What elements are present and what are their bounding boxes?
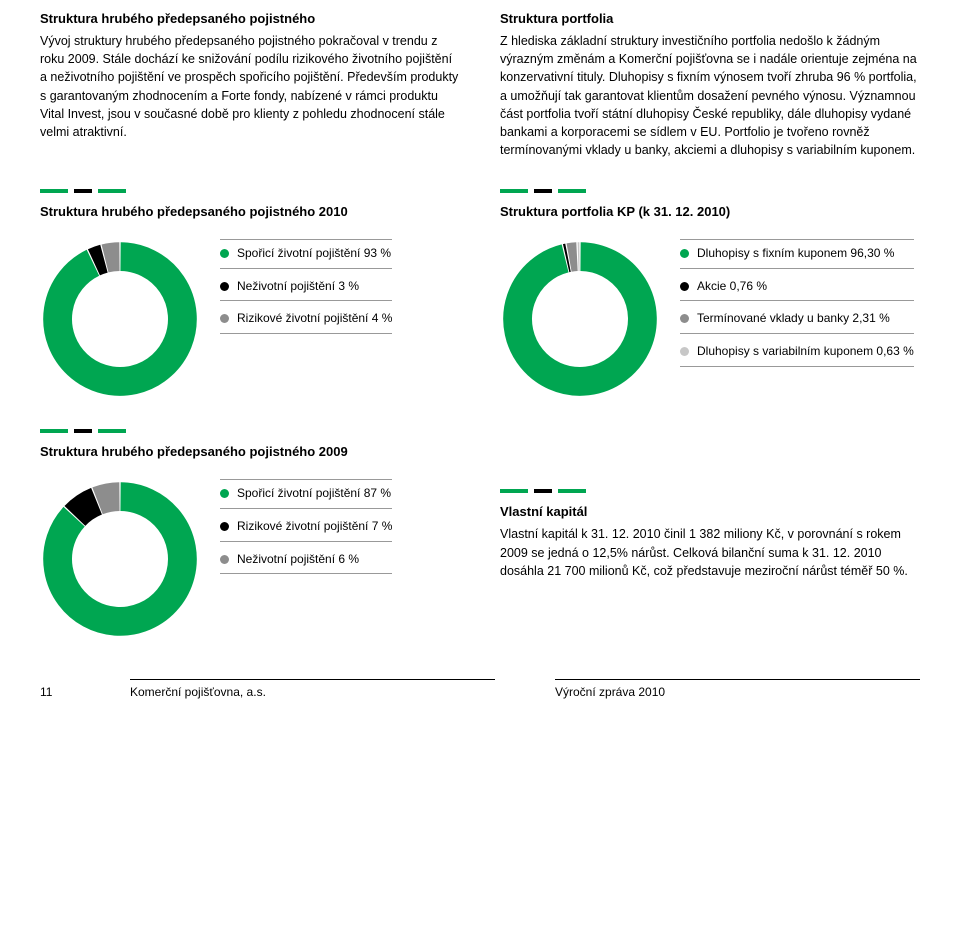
intro-left-title: Struktura hrubého předepsaného pojistnéh…: [40, 10, 460, 28]
legend-group: Termínované vklady u banky 2,31 %: [680, 305, 914, 334]
legend-label: Akcie 0,76 %: [697, 279, 767, 295]
divider-bar: [74, 429, 92, 433]
equity-title: Vlastní kapitál: [500, 503, 920, 521]
legend-dot-icon: [680, 249, 689, 258]
equity-block: Vlastní kapitál Vlastní kapitál k 31. 12…: [500, 429, 920, 580]
legend-group: Rizikové životní pojištění 4 %: [220, 305, 392, 334]
legend-group: Neživotní pojištění 6 %: [220, 546, 392, 575]
legend-dot-icon: [220, 522, 229, 531]
legend-group: Spořicí životní pojištění 93 %: [220, 239, 392, 269]
legend-item: Spořicí životní pojištění 93 %: [220, 246, 392, 262]
divider-bar: [98, 189, 126, 193]
intro-right-title: Struktura portfolia: [500, 10, 920, 28]
chart3-title: Struktura hrubého předepsaného pojistnéh…: [40, 443, 460, 461]
legend-dot-icon: [220, 314, 229, 323]
legend-group: Neživotní pojištění 3 %: [220, 273, 392, 302]
chart-row-1: Struktura hrubého předepsaného pojistnéh…: [40, 189, 920, 399]
legend-label: Dluhopisy s fixním kuponem 96,30 %: [697, 246, 894, 262]
chart1-legend: Spořicí životní pojištění 93 % Neživotní …: [220, 239, 392, 334]
legend-label: Rizikové životní pojištění 7 %: [237, 519, 392, 535]
legend-label: Spořicí životní pojištění 93 %: [237, 246, 391, 262]
chart3-legend: Spořicí životní pojištění 87 % Rizikové ž…: [220, 479, 392, 574]
intro-left: Struktura hrubého předepsaného pojistnéh…: [40, 10, 460, 159]
chart2-legend: Dluhopisy s fixním kuponem 96,30 % Akcie …: [680, 239, 914, 366]
divider: [40, 189, 460, 193]
divider-bar: [74, 189, 92, 193]
chart-row-2: Struktura hrubého předepsaného pojistnéh…: [40, 429, 920, 639]
chart3-donut: [40, 479, 200, 639]
intro-section: Struktura hrubého předepsaného pojistnéh…: [40, 10, 920, 159]
divider: [500, 489, 920, 493]
legend-item: Rizikové životní pojištění 7 %: [220, 519, 392, 535]
legend-label: Dluhopisy s variabilním kuponem 0,63 %: [697, 344, 914, 360]
legend-dot-icon: [220, 555, 229, 564]
divider-bar: [558, 189, 586, 193]
legend-group: Dluhopisy s fixním kuponem 96,30 %: [680, 239, 914, 269]
donut-slice: [569, 257, 577, 258]
legend-dot-icon: [220, 282, 229, 291]
divider-bar: [558, 489, 586, 493]
legend-item: Termínované vklady u banky 2,31 %: [680, 311, 914, 327]
chart1-donut: [40, 239, 200, 399]
legend-label: Neživotní pojištění 3 %: [237, 279, 359, 295]
legend-group: Akcie 0,76 %: [680, 273, 914, 302]
legend-item: Rizikové životní pojištění 4 %: [220, 311, 392, 327]
legend-item: Dluhopisy s variabilním kuponem 0,63 %: [680, 344, 914, 360]
divider: [40, 429, 460, 433]
donut-slice: [75, 502, 97, 517]
intro-right: Struktura portfolia Z hlediska základní …: [500, 10, 920, 159]
legend-dot-icon: [220, 249, 229, 258]
divider-bar: [98, 429, 126, 433]
legend-dot-icon: [680, 282, 689, 291]
legend-dot-icon: [680, 347, 689, 356]
legend-label: Spořicí životní pojištění 87 %: [237, 486, 391, 502]
page-number: 11: [40, 684, 70, 701]
legend-group: Rizikové životní pojištění 7 %: [220, 513, 392, 542]
intro-right-body: Z hlediska základní struktury investiční…: [500, 32, 920, 159]
chart2-title: Struktura portfolia KP (k 31. 12. 2010): [500, 203, 920, 221]
legend-label: Rizikové životní pojištění 4 %: [237, 311, 392, 327]
legend-item: Akcie 0,76 %: [680, 279, 914, 295]
footer-left: Komerční pojišťovna, a.s.: [130, 679, 495, 701]
divider-bar: [500, 489, 528, 493]
legend-dot-icon: [220, 489, 229, 498]
chart3-block: Struktura hrubého předepsaného pojistnéh…: [40, 429, 460, 639]
legend-item: Spořicí životní pojištění 87 %: [220, 486, 392, 502]
page-footer: 11 Komerční pojišťovna, a.s. Výroční zpr…: [40, 679, 920, 701]
legend-item: Neživotní pojištění 3 %: [220, 279, 392, 295]
divider-bar: [500, 189, 528, 193]
divider-bar: [40, 189, 68, 193]
divider: [500, 189, 920, 193]
legend-item: Neživotní pojištění 6 %: [220, 552, 392, 568]
chart1-block: Struktura hrubého předepsaného pojistnéh…: [40, 189, 460, 399]
equity-body: Vlastní kapitál k 31. 12. 2010 činil 1 3…: [500, 525, 920, 579]
divider-bar: [534, 489, 552, 493]
chart1-title: Struktura hrubého předepsaného pojistnéh…: [40, 203, 460, 221]
chart2-block: Struktura portfolia KP (k 31. 12. 2010) …: [500, 189, 920, 399]
legend-dot-icon: [680, 314, 689, 323]
donut-slice: [98, 497, 120, 501]
divider-bar: [40, 429, 68, 433]
legend-label: Termínované vklady u banky 2,31 %: [697, 311, 890, 327]
legend-group: Spořicí životní pojištění 87 %: [220, 479, 392, 509]
donut-slice: [518, 257, 643, 382]
legend-group: Dluhopisy s variabilním kuponem 0,63 %: [680, 338, 914, 367]
donut-slice: [105, 257, 119, 259]
intro-left-body: Vývoj struktury hrubého předepsaného poj…: [40, 32, 460, 141]
divider-bar: [534, 189, 552, 193]
donut-slice: [58, 257, 183, 382]
chart2-donut: [500, 239, 660, 399]
donut-slice: [94, 259, 104, 263]
footer-right: Výroční zpráva 2010: [555, 679, 920, 701]
legend-label: Neživotní pojištění 6 %: [237, 552, 359, 568]
legend-item: Dluhopisy s fixním kuponem 96,30 %: [680, 246, 914, 262]
